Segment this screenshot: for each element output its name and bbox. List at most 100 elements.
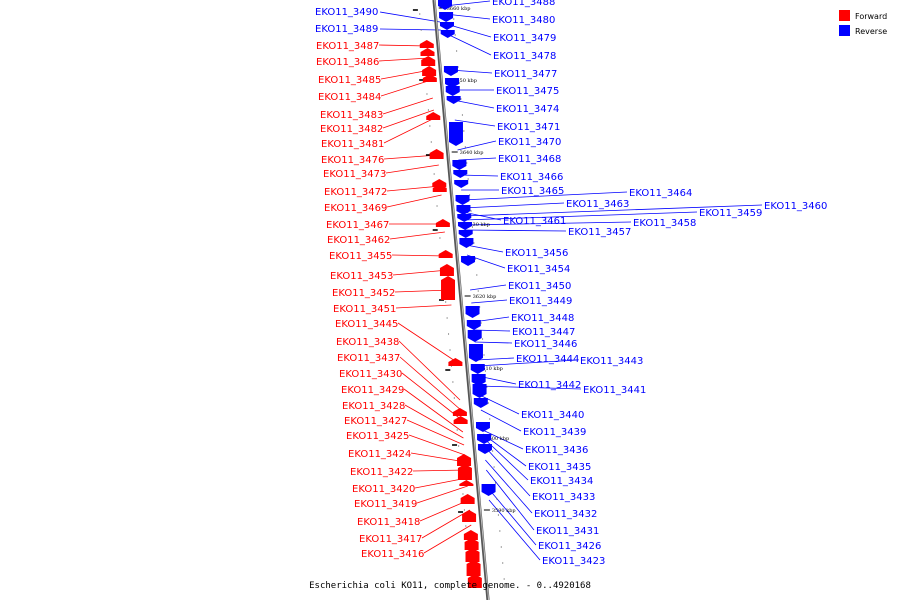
forward-gene [426, 112, 441, 120]
forward-gene [464, 538, 479, 550]
reverse-gene [475, 422, 490, 432]
forward-gene-label: EKO11_3486 [316, 57, 379, 68]
reverse-leader-line [444, 0, 491, 7]
forward-gene [439, 264, 454, 276]
reverse-gene-label: EKO11_3447 [512, 327, 575, 338]
reverse-leader-line [482, 429, 524, 450]
tick-label: 3610 kbp [479, 366, 503, 372]
reverse-gene [477, 444, 492, 454]
forward-gene [435, 219, 450, 227]
reverse-gene-label: EKO11_3477 [494, 69, 557, 80]
reverse-gene-label: EKO11_3448 [511, 313, 574, 324]
reverse-leader-line [452, 99, 495, 109]
forward-gene [432, 184, 447, 192]
forward-leader-line [391, 254, 448, 257]
reverse-leader-line [474, 341, 513, 344]
reverse-gene-label: EKO11_3456 [505, 248, 568, 259]
reverse-gene-label: EKO11_3460 [764, 201, 827, 212]
forward-leader-line [399, 356, 462, 411]
reverse-leader-line [458, 157, 497, 161]
forward-gene-label: EKO11_3419 [354, 499, 417, 510]
reverse-leader-line [470, 284, 507, 291]
forward-gene-label: EKO11_3485 [318, 75, 381, 86]
gene-labels: EKO11_3487 EKO11_3486 EKO11_3485 EKO11_3484… [315, 0, 827, 567]
reverse-leader-line [446, 33, 492, 56]
forward-gene-label: EKO11_3416 [361, 549, 424, 560]
reverse-gene-label: EKO11_3436 [525, 445, 588, 456]
forward-gene-label: EKO11_3428 [342, 401, 405, 412]
reverse-leader-line [457, 140, 497, 151]
reverse-gene [440, 30, 455, 38]
forward-gene [432, 179, 447, 187]
reverse-gene [461, 256, 476, 266]
reverse-leader-line [483, 445, 531, 497]
forward-gene [466, 560, 481, 576]
reverse-gene-label: EKO11_3426 [538, 541, 601, 552]
reverse-gene-label: EKO11_3439 [523, 427, 586, 438]
reverse-gene [466, 320, 481, 330]
forward-gene [448, 358, 463, 366]
reverse-gene-label: EKO11_3450 [508, 281, 571, 292]
forward-gene [453, 416, 468, 424]
reverse-gene-label: EKO11_3446 [514, 339, 577, 350]
legend: Forward Reverse [839, 10, 887, 36]
forward-gene-label: EKO11_3429 [341, 385, 404, 396]
tick-label: 3650 kbp [453, 78, 477, 84]
forward-leader-line [392, 269, 449, 276]
reverse-gene [458, 230, 473, 238]
reverse-gene-label: EKO11_3475 [496, 86, 559, 97]
legend-label: Reverse [855, 27, 887, 36]
reverse-gene-label: EKO11_3478 [493, 51, 556, 62]
genome-caption: Escherichia coli KO11, complete genome. … [309, 581, 591, 591]
reverse-gene [471, 374, 486, 386]
reverse-leader-line [478, 385, 582, 390]
forward-gene [419, 40, 434, 48]
forward-leader-line [378, 57, 430, 62]
reverse-gene-label: EKO11_3465 [501, 186, 564, 197]
reverse-gene [481, 484, 496, 496]
reverse-gene [465, 306, 480, 318]
reverse-gene-label: EKO11_3441 [583, 385, 646, 396]
reverse-gene [467, 330, 482, 342]
forward-leader-line [421, 509, 471, 539]
reverse-gene [452, 160, 467, 170]
reverse-leader-line [480, 409, 522, 432]
forward-gene-label: EKO11_3451 [333, 304, 396, 315]
forward-leader-line [394, 289, 451, 293]
tick-label: 3640 kbp [460, 150, 484, 156]
forward-gene-label: EKO11_3469 [324, 203, 387, 214]
reverse-gene-label: EKO11_3454 [507, 264, 570, 275]
forward-gene [462, 510, 477, 522]
forward-leader-line [382, 109, 435, 129]
reverse-gene-label: EKO11_3471 [497, 122, 560, 133]
reverse-leader-line [485, 459, 533, 514]
forward-gene-label: EKO11_3482 [320, 124, 383, 135]
forward-gene-label: EKO11_3476 [321, 155, 384, 166]
reverse-gene [457, 214, 472, 222]
forward-leader-line [416, 485, 468, 504]
reverse-gene-label: EKO11_3457 [568, 227, 631, 238]
reverse-gene [453, 170, 468, 178]
forward-gene-label: EKO11_3483 [320, 110, 383, 121]
forward-gene-label: EKO11_3438 [336, 337, 399, 348]
reverse-gene-label: EKO11_3431 [536, 526, 599, 537]
forward-gene-label: EKO11_3425 [346, 431, 409, 442]
forward-gene-label: EKO11_3484 [318, 92, 381, 103]
reverse-gene [470, 364, 485, 374]
forward-leader-line [383, 117, 435, 144]
forward-leader-line [410, 452, 466, 463]
tick-label: 3600 kbp [485, 436, 509, 442]
forward-gene-label: EKO11_3420 [352, 484, 415, 495]
reverse-gene [477, 434, 492, 444]
forward-gene [457, 454, 472, 466]
reverse-gene-label: EKO11_3490 [315, 7, 378, 18]
forward-gene-label: EKO11_3472 [324, 187, 387, 198]
forward-gene-label: EKO11_3467 [326, 220, 389, 231]
forward-gene-label: EKO11_3445 [335, 319, 398, 330]
legend-swatch [839, 10, 850, 21]
reverse-gene-label: EKO11_3459 [699, 208, 762, 219]
reverse-leader-line [476, 359, 579, 367]
reverse-gene-label: EKO11_3440 [521, 410, 584, 421]
tick-label: 3590 kbp [492, 508, 516, 514]
forward-gene-label: EKO11_3417 [359, 534, 422, 545]
